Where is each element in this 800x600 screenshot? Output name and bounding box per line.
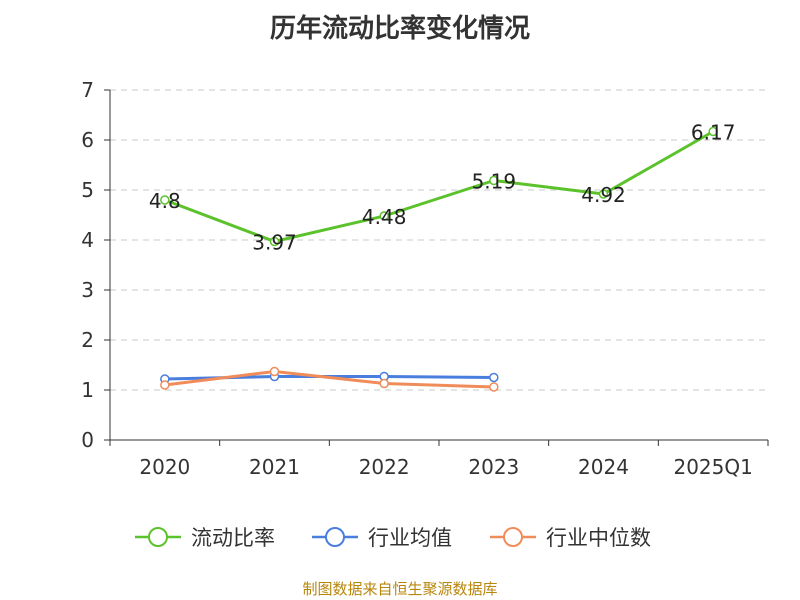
x-tick-label: 2023 bbox=[468, 455, 519, 479]
legend-marker bbox=[325, 527, 345, 547]
grid-lines bbox=[110, 89, 768, 391]
data-point bbox=[598, 189, 609, 199]
series bbox=[160, 126, 718, 392]
y-tick-label: 6 bbox=[81, 128, 94, 152]
data-point bbox=[269, 236, 280, 247]
legend-label: 行业均值 bbox=[368, 526, 452, 550]
x-tick-label: 2024 bbox=[578, 455, 629, 479]
x-tick-label: 2022 bbox=[359, 455, 410, 479]
data-point bbox=[160, 380, 170, 390]
y-tick-label: 3 bbox=[81, 278, 94, 302]
data-point bbox=[708, 126, 718, 137]
y-tick-label: 7 bbox=[81, 78, 94, 102]
x-tick-label: 2025Q1 bbox=[673, 455, 752, 479]
data-label: 6.17 bbox=[691, 121, 736, 145]
data-label: 5.19 bbox=[472, 170, 517, 194]
y-tick-label: 5 bbox=[81, 178, 94, 202]
data-point bbox=[379, 211, 389, 221]
legend-marker bbox=[148, 527, 168, 547]
data-labels: 4.8 3.97 4.48 5.19 4.92 6.17 bbox=[149, 121, 736, 255]
data-point bbox=[489, 372, 499, 383]
y-tick-label: 2 bbox=[81, 328, 94, 352]
x-tick-label: 2021 bbox=[249, 455, 300, 479]
y-tick-label: 4 bbox=[81, 228, 94, 252]
data-label: 4.8 bbox=[149, 189, 181, 213]
legend-marker bbox=[503, 527, 523, 547]
series-line-0 bbox=[164, 130, 714, 243]
data-point bbox=[489, 382, 499, 392]
legend: 流动比率 行业均值 行业中位数 bbox=[135, 526, 651, 550]
source-note: 制图数据来自恒生聚源数据库 bbox=[302, 580, 498, 598]
data-point bbox=[379, 378, 389, 389]
legend-label: 流动比率 bbox=[191, 526, 275, 550]
data-point bbox=[160, 195, 170, 205]
y-tick-label: 0 bbox=[81, 428, 94, 452]
data-label: 3.97 bbox=[252, 231, 297, 255]
legend-label: 行业中位数 bbox=[546, 526, 651, 550]
data-label: 4.48 bbox=[362, 205, 407, 229]
data-point bbox=[269, 366, 280, 377]
data-point bbox=[489, 175, 499, 186]
chart-title: 历年流动比率变化情况 bbox=[269, 14, 530, 44]
series-line-2 bbox=[164, 370, 494, 389]
x-tick-label: 2020 bbox=[139, 455, 190, 479]
axes: 0 1 2 3 4 5 6 7 2020 2021 2022 2023 2024 2025Q1 bbox=[81, 78, 769, 479]
data-label: 4.92 bbox=[581, 183, 626, 207]
y-tick-label: 1 bbox=[81, 378, 94, 402]
